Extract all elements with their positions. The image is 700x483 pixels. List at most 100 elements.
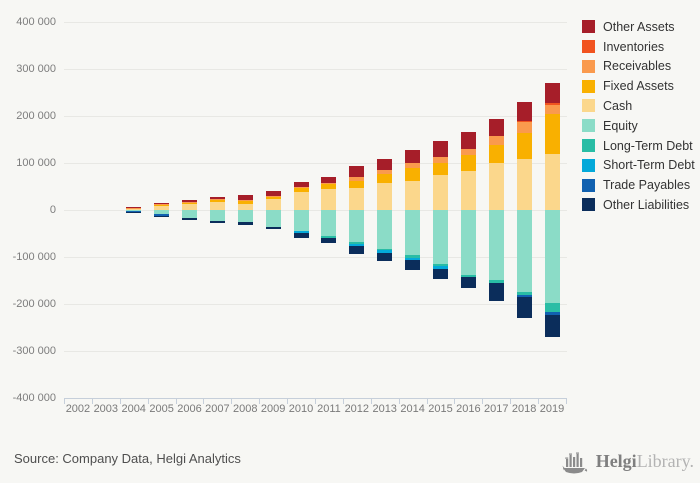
bar-segment-other-liabilities [544,315,560,338]
bar-segment-cash [182,203,197,210]
x-axis-tick [287,398,289,404]
bar-segment-other-liabilities [433,268,448,280]
bar-segment-fixed-assets [237,200,253,205]
legend-label: Other Assets [603,19,675,34]
bar-segment-fixed-assets [293,187,309,192]
plot-area: 400 000 300 000 200 000 100 000 0 -100 000 -20… [12,16,567,415]
bar-segment-long-term-debt [516,291,532,296]
x-axis-year-label: 2019 [539,403,565,415]
legend-label: Short-Term Debt [603,158,695,173]
legend-swatch [582,20,595,34]
bar-segment-fixed-assets [182,202,197,204]
x-axis-tick [398,398,400,404]
bar-segment-short-term-debt [433,265,448,269]
x-axis-year-label: 2002 [65,403,91,415]
x-axis-tick [538,398,540,404]
helgi-library-logo: HelgiLibrary. [561,447,694,476]
bar-segment-equity [209,210,225,221]
bar-segment-receivables [405,163,421,169]
bar-segment-receivables [237,199,253,201]
bar-segment-receivables [377,170,393,175]
x-axis-tick [482,398,484,404]
legend-item-long-term-debt: Long-Term Debt [582,139,695,153]
x-axis-year-label: 2008 [233,403,258,415]
x-axis-year-label: 2010 [288,403,314,415]
gridline [64,304,567,305]
bar-segment-cash [460,170,476,210]
bar-segment-cash [265,199,281,210]
bar-segment-receivables [182,202,197,203]
bar-segment-equity [349,210,365,243]
bar-segment-other-liabilities [349,246,365,254]
x-axis-tick [203,398,205,404]
y-axis-tick-label: 100 000 [16,157,56,169]
bar-segment-other-assets [265,191,281,196]
bar-segment-receivables [460,148,476,156]
legend-swatch [582,40,595,54]
x-axis-tick [119,398,121,404]
y-axis-tick-label: -200 000 [12,298,56,310]
legend-label: Equity [603,118,638,133]
bar-segment-fixed-assets [126,208,142,209]
bar-segment-cash [488,163,504,210]
x-axis-year-label: 2007 [205,403,230,415]
x-axis-tick [91,398,93,404]
bar-segment-cash [126,208,142,210]
chart-footer: Source: Company Data, Helgi Analytics [0,435,700,483]
logo-helgi: Helgi [595,451,637,471]
bar-segment-cash [377,182,393,210]
bar-segment-other-liabilities [126,211,142,213]
bar-segment-receivables [516,122,532,133]
bar-segment-fixed-assets [154,204,170,206]
x-axis-tick [370,398,372,404]
bar-segment-equity [405,210,421,256]
x-axis-year-label: 2017 [484,403,509,415]
legend-swatch [582,59,595,73]
bar-segment-fixed-assets [377,174,393,183]
bar-segment-other-assets [321,177,337,183]
bar-segment-other-assets [349,166,365,178]
bar-segment-short-term-debt [349,244,365,247]
bar-segment-other-liabilities [405,259,421,271]
bar-segment-short-term-debt [377,250,393,253]
legend-item-trade-payables: Trade Payables [582,178,695,192]
legend-item-receivables: Receivables [582,59,695,74]
bar-segment-equity [488,210,504,280]
x-axis-year-label: 2018 [511,403,537,415]
legend-label: Receivables [603,59,672,74]
bar-segment-other-assets [516,101,532,122]
bar-segment-other-assets [433,140,448,158]
x-axis-year-label: 2012 [344,403,370,415]
bar-segment-equity [265,210,281,227]
y-axis-tick-label: 300 000 [16,63,56,75]
bar-segment-long-term-debt [405,255,421,258]
legend-swatch [582,119,595,133]
bar-segment-equity [460,210,476,275]
legend-label: Inventories [603,39,665,54]
bar-segment-trade-payables [544,311,560,316]
bar-segment-short-term-debt [405,257,421,260]
bar-segment-long-term-debt [321,235,337,239]
bar-segment-receivables [349,177,365,182]
bar-segment-inventories [544,102,560,105]
chart-legend: Other Assets Inventories Receivables Fixed … [582,20,695,218]
legend-label: Fixed Assets [603,79,674,94]
legend-label: Long-Term Debt [603,138,693,153]
bar-segment-receivables [209,199,225,201]
bar-segment-fixed-assets [405,168,421,181]
bar-segment-other-assets [377,158,393,171]
legend-swatch [582,198,595,212]
legend-item-fixed-assets: Fixed Assets [582,79,695,93]
bar-segment-cash [349,187,365,210]
bar-segment-cash [321,188,337,210]
x-axis-year-label: 2004 [121,403,146,415]
bar-segment-long-term-debt [544,302,560,312]
bar-segment-other-liabilities [154,215,170,218]
bar-segment-other-assets [293,181,309,188]
bar-segment-cash [237,204,253,210]
bar-segment-receivables [154,203,170,205]
gridline [64,69,567,70]
bar-segment-cash [433,175,448,210]
bar-segment-other-liabilities [237,221,253,225]
bar-segment-inventories [516,121,532,123]
